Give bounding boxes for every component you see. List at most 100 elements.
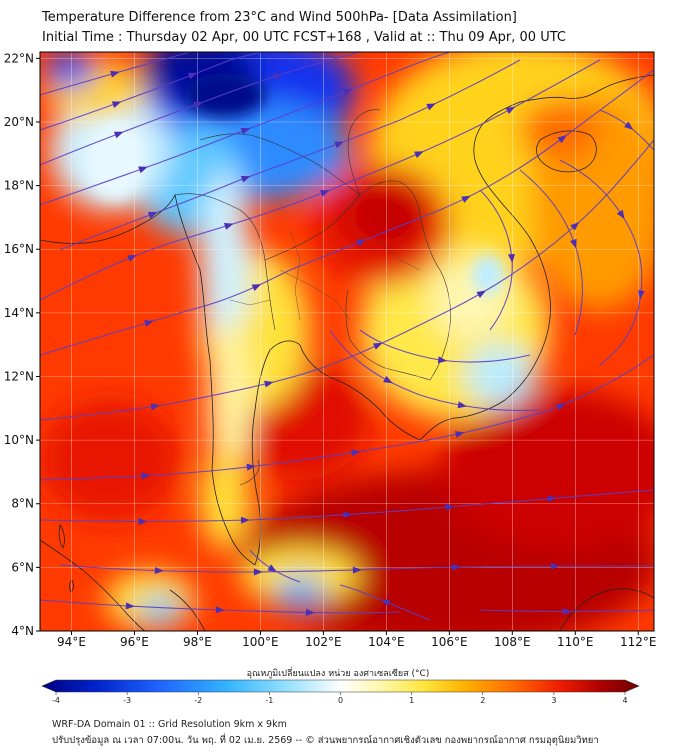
wind-arrows [110,70,645,616]
wind-arrowhead [144,320,154,327]
wind-arrowhead [637,290,645,300]
model-info: WRF-DA Domain 01 :: Grid Resolution 9km … [52,719,287,730]
wind-arrowhead [356,239,366,247]
x-tick-label: 106°E [431,635,468,649]
wind-arrowhead [550,562,560,570]
colorbar-tick-label: -1 [265,696,273,705]
wind-arrowhead [342,88,353,96]
wind-arrowhead [193,101,204,109]
y-tick-label: 10°N [4,433,34,447]
colorbar-tick-label: 4 [622,696,627,705]
wind-arrowhead [616,209,625,220]
wind-arrowhead [547,495,557,503]
y-tick-label: 18°N [4,179,34,193]
temperature-field [40,52,654,631]
wind-arrowhead [476,290,487,299]
y-tick-label: 22°N [4,51,34,65]
wind-arrowhead [240,128,251,135]
wind-arrowhead [557,135,567,144]
wind-arrowhead [445,503,455,511]
wind-arrowhead [624,121,634,130]
wind-arrowhead [343,511,353,519]
x-tick-label: 94°E [57,635,86,649]
wind-arrowhead [110,70,120,78]
wind-arrowhead [451,563,461,571]
graticule [40,52,654,631]
wind-arrowhead [320,190,330,197]
colorbar-tick-label: 2 [480,696,485,705]
colorbar-tick-label: 0 [338,696,343,705]
wind-arrowhead [127,255,137,262]
x-tick-label: 96°E [120,635,149,649]
colorbar: -4 -3 -2 -1 0 1 2 3 4 [41,679,640,705]
x-tick-label: 104°E [368,635,405,649]
x-tick-label: 98°E [183,635,212,649]
wind-arrowhead [454,431,465,438]
x-tick-label: 110°E [557,635,594,649]
wind-arrowhead [505,106,516,115]
wind-arrowhead [240,516,251,524]
wind-arrowhead [508,253,515,264]
wind-arrowhead [113,131,124,139]
wind-arrowhead [154,567,164,575]
x-tick-label: 108°E [494,635,531,649]
y-tick-label: 8°N [11,497,34,511]
wind-arrowhead [570,221,580,231]
colorbar-tick-label: -2 [194,696,202,705]
wind-arrowhead [251,284,262,292]
wind-arrowhead [305,608,315,616]
colorbar-tick-label: 3 [551,696,556,705]
wind-arrowhead [414,151,424,159]
chart-subtitle: Initial Time : Thursday 02 Apr, 00 UTC F… [42,30,566,45]
wind-arrowhead [352,566,362,574]
wind-arrowhead [138,517,148,525]
wind-arrowhead [111,101,122,108]
colorbar-ticks: -4 -3 -2 -1 0 1 2 3 4 [52,692,628,705]
axes: 94°E 96°E 98°E 100°E 102°E 104°E 106°E 108°E 110… [4,51,657,649]
colorbar-tick-label: 1 [409,696,414,705]
coastlines [40,74,654,631]
y-tick-label: 6°N [11,560,34,574]
wind-arrowhead [240,175,251,183]
wind-arrowhead [253,568,263,576]
y-tick-label: 14°N [4,306,34,320]
wind-arrowhead [426,103,436,111]
colorbar-tick-label: -4 [52,696,60,705]
colorbar-ramp [41,679,640,693]
wind-arrowhead [125,602,135,610]
wind-arrowhead [437,356,448,364]
y-tick-label: 16°N [4,242,34,256]
wind-arrowhead [264,380,274,388]
y-tick-label: 20°N [4,115,34,129]
x-tick-label: 102°E [305,635,342,649]
y-tick-label: 12°N [4,369,34,383]
wind-arrowhead [150,403,161,411]
wind-arrowhead [187,72,198,80]
wind-arrowhead [380,599,391,607]
wind-arrowhead [147,212,158,219]
wind-arrowhead [267,564,278,573]
wind-arrowhead [138,166,148,174]
x-tick-label: 112°E [620,635,657,649]
wind-arrowhead [562,607,573,615]
wind-arrowhead [141,472,151,480]
wind-arrowhead [383,375,393,384]
wind-arrowhead [569,238,577,249]
wind-arrowhead [457,401,468,409]
wind-arrowhead [351,449,361,457]
wind-arrowhead [334,141,344,149]
wind-arrowhead [273,73,284,80]
x-tick-label: 100°E [242,635,279,649]
chart-title: Temperature Difference from 23°C and Win… [42,10,517,25]
wind-arrowhead [372,342,383,350]
wind-arrowhead [215,606,225,614]
credits: ปรับปรุงข้อมูล ณ เวลา 07:00น. วัน พฤ. ที… [52,735,599,746]
y-tick-label: 4°N [11,624,34,638]
wind-arrowhead [223,223,234,230]
colorbar-tick-label: -3 [123,696,131,705]
wind-arrowhead [461,195,471,203]
wind-arrowhead [556,403,567,411]
wind-arrowhead [246,463,256,471]
plot-frame [39,51,655,632]
